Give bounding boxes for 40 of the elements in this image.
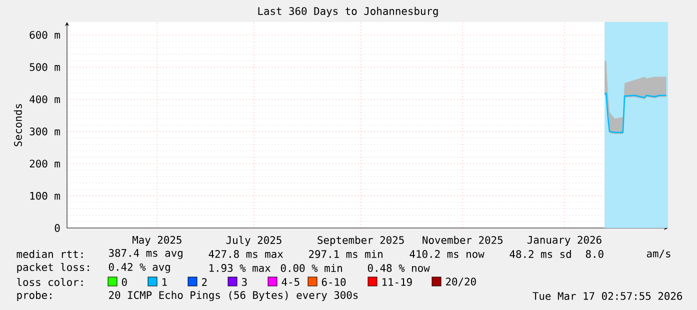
legend-label: 11-19: [382, 278, 412, 286]
text: median rtt:: [16, 250, 83, 258]
text: 297.1 ms min: [309, 250, 382, 258]
legend-label: 2: [202, 278, 207, 286]
text: packet loss:: [17, 262, 89, 274]
legend-label: 3: [242, 278, 247, 286]
legend-title: loss color:: [17, 278, 83, 286]
legend-label: 4-5: [282, 278, 300, 286]
y-tick-label: 300 m: [30, 128, 60, 136]
text: 427.8 ms max: [208, 250, 284, 258]
y-tick-label: 100 m: [30, 192, 60, 200]
text: 410.2 ms now: [410, 250, 484, 258]
text: 0.00 % min: [280, 264, 342, 272]
x-tick-label: May 2025: [132, 236, 182, 246]
text: probe:: [17, 290, 52, 302]
y-tick-label: 200 m: [30, 160, 60, 168]
legend-label: 6-10: [322, 278, 346, 286]
legend-label: 1: [162, 278, 167, 286]
text: 20 ICMP Echo Pings (56 Bytes) every 300s: [109, 290, 358, 302]
text: 8.0: [586, 250, 604, 258]
x-tick-label: September 2025: [318, 236, 404, 246]
y-tick-label: 400 m: [30, 95, 60, 104]
x-tick-label: January 2026: [527, 236, 602, 246]
line-series: [604, 92, 667, 134]
text: am/s: [646, 250, 670, 258]
x-tick-label: July 2025: [226, 236, 282, 246]
y-tick-label: 0: [54, 224, 60, 232]
y-tick-label: 500 m: [30, 63, 60, 71]
legend-label: 20/20: [446, 278, 476, 286]
y-tick-label: 600 m: [30, 30, 60, 39]
text: Tue Mar 17 02:57:55 2026: [532, 292, 682, 300]
text: 387.4 ms avg: [108, 249, 182, 259]
y-axis-title: Seconds: [14, 104, 22, 146]
text: 0.42 % avg: [108, 263, 170, 273]
chart-title: Last 360 Days to Johannesburg: [258, 6, 438, 18]
text: 1.93 % max: [210, 264, 270, 272]
x-tick-label: November 2025: [422, 236, 502, 244]
text: 48.2 ms sd: [510, 250, 571, 258]
text: 0.48 % now: [368, 264, 430, 272]
legend-label: 0: [122, 278, 127, 286]
